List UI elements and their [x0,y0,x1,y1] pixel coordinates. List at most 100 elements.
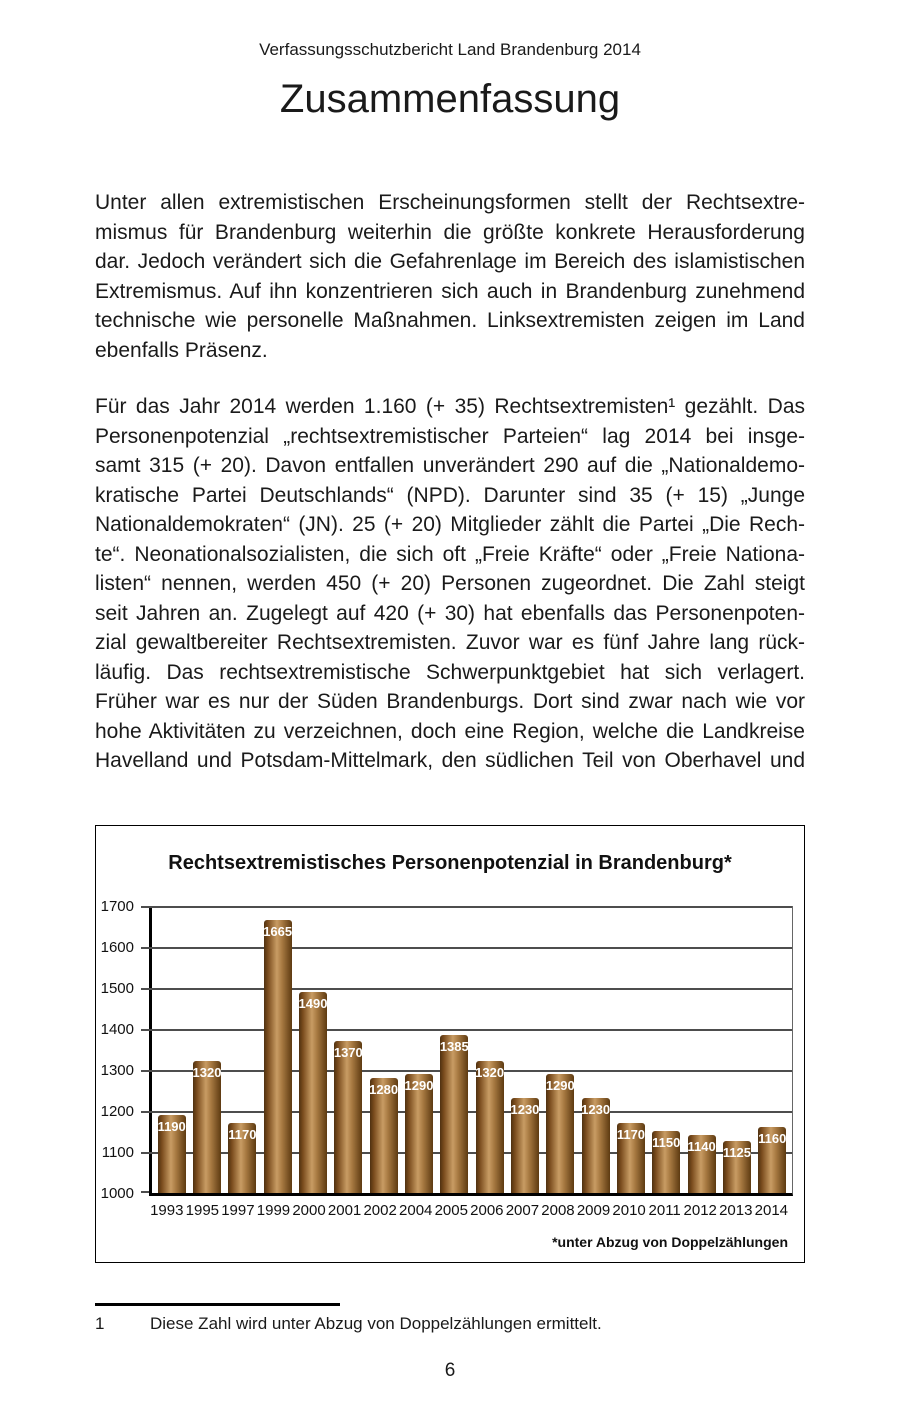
bar-slot: 1320 [472,906,507,1193]
bar-value-label: 1230 [510,1102,540,1118]
bar-slot: 1320 [189,906,224,1193]
bar-slot: 1290 [401,906,436,1193]
text-line: seit Jahren an. Zugelegt auf 420 (+ 30) … [95,601,805,625]
bar: 1320 [475,1061,505,1193]
paragraph-2: Für das Jahr 2014 werden 1.160 (+ 35) Re… [95,392,805,776]
bar: 1280 [369,1077,398,1193]
bar: 1125 [723,1141,751,1193]
text-line: samt 315 (+ 20). Davon entfallen unverän… [95,454,805,477]
bar: 1290 [545,1073,575,1193]
bar: 1385 [439,1034,469,1193]
text-line: Früher war es nur der Süden Brandenburgs… [95,690,805,713]
bar-value-label: 1290 [545,1077,575,1093]
bar-value-label: 1160 [758,1130,787,1146]
footnote: 1 Diese Zahl wird unter Abzug von Doppel… [95,1314,805,1334]
text-line: listen“ nennen, werden 450 (+ 20) Person… [95,572,805,595]
bar-slot: 1150 [649,906,684,1193]
bar: 1370 [333,1040,363,1193]
bar: 1150 [652,1131,680,1193]
bar: 1160 [758,1126,787,1193]
bar-slot: 1230 [507,906,542,1193]
bar-value-label: 1140 [687,1139,716,1155]
bar-value-label: 1170 [616,1126,646,1142]
bar-value-label: 1490 [298,995,328,1011]
bar-slot: 1160 [755,906,790,1193]
chart-footnote: *unter Abzug von Doppelzählungen [552,1233,788,1250]
x-axis-label: 2006 [470,1201,504,1219]
bar: 1170 [616,1122,646,1193]
text-line: mismus für Brandenburg weiterhin die grö… [95,220,805,244]
text-line: Extremismus. Auf ihn konzentrieren sich … [95,279,805,303]
page-content: Unter allen extremistischen Erscheinungs… [95,122,805,1382]
text-line: Havelland und Potsdam-Mittelmark, den sü… [95,749,805,772]
text-line: te“. Neonationalsozialisten, die sich of… [95,542,805,566]
x-axis-label: 1993 [150,1201,184,1219]
y-axis-label: 1300 [100,1061,134,1079]
x-axis-label: 2013 [719,1201,753,1219]
x-axis-labels: 1993 1995 1997 1999 2000 2001 2002 2004 2005 2006… [149,1202,789,1219]
bar-value-label: 1190 [157,1118,186,1134]
x-axis-label: 2010 [612,1201,646,1219]
x-axis-label: 2004 [399,1201,433,1219]
bar-slot: 1290 [543,906,578,1193]
text-line: Nationaldemokraten“ (JN). 25 (+ 20) Mitg… [95,513,805,536]
x-axis-label: 2012 [683,1201,717,1219]
bar-slot: 1190 [154,906,189,1193]
x-axis-label: 1999 [256,1201,291,1219]
gridline [141,946,792,949]
text-line: läufig. Das rechtsextremistische Schwerp… [95,660,805,684]
page-header: Verfassungsschutzbericht Land Brandenbur… [259,40,641,59]
text-line: zial gewaltbereiter Rechtsextremisten. Z… [95,631,805,654]
y-axis-labels: 1000 1100 1200 1300 1400 1500 1600 1700 [96,898,134,1202]
x-axis-label: 2005 [434,1201,468,1219]
x-axis-label: 2007 [505,1201,540,1219]
bar-value-label: 1665 [263,923,293,939]
text-line: Personenpotenzial „rechtsextremistischer… [95,424,805,448]
bar: 1290 [404,1073,434,1193]
x-axis-label: 2002 [363,1201,397,1219]
x-axis-label: 2000 [292,1201,326,1219]
x-axis-label: 2001 [327,1201,362,1219]
y-axis-label: 1200 [100,1102,134,1120]
bar-value-label: 1370 [333,1044,363,1060]
x-axis-label: 2011 [648,1201,681,1219]
bar-value-label: 1150 [652,1135,681,1150]
text-line: technische wie personelle Maßnahmen. Lin… [95,309,805,332]
bar: 1230 [581,1098,611,1193]
gridline [141,1028,792,1031]
plot-area: 1190 1320 1170 1665 1490 1370 1280 1290 1385 1320… [141,905,793,1196]
y-axis-tick [141,1190,149,1193]
bar-value-label: 1385 [439,1038,469,1054]
bar-value-label: 1320 [475,1065,505,1081]
bar-slot: 1140 [684,906,719,1193]
bar-chart: Rechtsextremistisches Personenpotenzial … [95,824,805,1263]
gridline [141,987,792,990]
bar-value-label: 1290 [404,1077,434,1093]
bar: 1190 [157,1114,186,1193]
x-axis-label: 2014 [754,1201,789,1219]
footnote-rule [95,1302,340,1306]
bar-value-label: 1170 [228,1126,257,1142]
bar-slot: 1490 [295,906,330,1193]
bar: 1140 [687,1135,716,1193]
bar-value-label: 1230 [581,1102,611,1118]
y-axis-label: 1500 [100,979,134,997]
footnote-marker: 1 [95,1313,105,1333]
y-axis-label: 1100 [101,1143,134,1161]
bar-slot: 1280 [366,906,401,1193]
bar-slot: 1385 [437,906,472,1193]
bar-slot: 1170 [613,906,648,1193]
bar-slot: 1170 [225,906,260,1193]
text-line: dar. Jedoch verändert sich die Gefahrenl… [95,250,805,273]
x-axis-label: 2008 [541,1201,575,1219]
page-number: 6 [444,1359,456,1381]
bar-value-label: 1320 [192,1065,222,1081]
bar-slot: 1125 [719,906,754,1193]
text-line: Unter allen extremistischen Erscheinungs… [95,191,805,214]
bars-row: 1190 1320 1170 1665 1490 1370 1280 1290 1385 1320… [152,906,792,1193]
page-title: Zusammenfassung [279,77,621,121]
y-axis-label: 1600 [100,938,134,956]
y-axis-label: 1400 [100,1020,134,1038]
bar: 1665 [263,919,293,1193]
x-axis-label: 1997 [221,1201,255,1219]
